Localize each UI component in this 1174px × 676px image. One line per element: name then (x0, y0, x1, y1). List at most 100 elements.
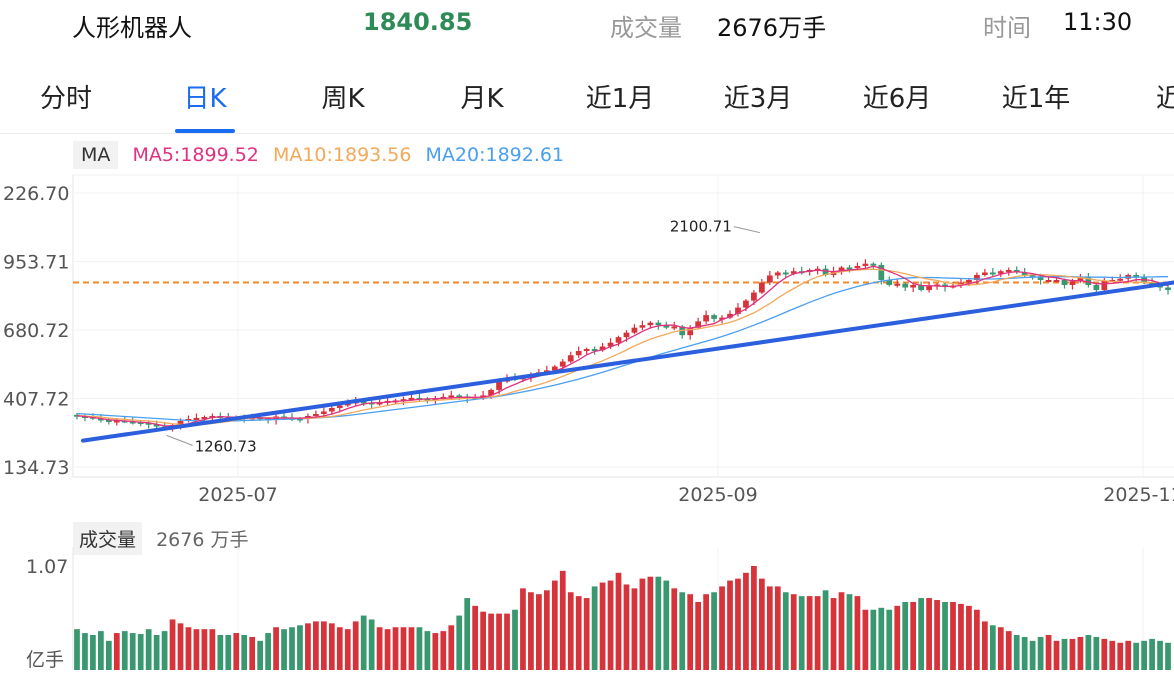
candle-up (981, 272, 988, 275)
volume-bar (233, 633, 240, 670)
volume-bar (814, 596, 821, 670)
candle-down (297, 418, 303, 421)
volume-bar (376, 627, 383, 670)
high-leader-line (733, 226, 760, 234)
volume-bar (169, 619, 176, 670)
tab-1-month[interactable]: 近1月 (585, 84, 655, 114)
volume-bar (583, 598, 590, 670)
candle-up (974, 274, 980, 280)
volume-bar (655, 576, 662, 670)
volume-bar (201, 629, 208, 670)
volume-bar (942, 601, 948, 670)
volume-bar (981, 621, 988, 670)
tabs-divider (0, 133, 1174, 134)
volume-bar (1069, 638, 1076, 670)
candle-down (1093, 285, 1100, 291)
candle-down (1165, 287, 1171, 291)
candle-up (727, 313, 733, 318)
tab-daily-k[interactable]: 日K (183, 84, 227, 114)
volume-bar (320, 621, 327, 670)
date-tick-label: 2025-11 (1103, 484, 1174, 506)
candle-up (583, 348, 590, 352)
volume-bar (536, 594, 542, 670)
volume-tag[interactable]: 成交量 (73, 522, 143, 555)
tab-3-months[interactable]: 近3月 (723, 84, 793, 114)
volume-bar (862, 609, 869, 670)
volume-bar (1149, 638, 1155, 670)
volume-bar (520, 588, 526, 670)
volume-bar (703, 594, 709, 670)
volume-bar (1029, 640, 1036, 670)
volume-bar (989, 625, 996, 670)
candle-up (193, 418, 200, 421)
candle-down (663, 325, 670, 328)
candle-up (376, 402, 383, 405)
volume-bar (305, 623, 311, 670)
ma-legend: MA MA5:1899.52 MA10:1893.56 MA20:1892.61 (73, 141, 572, 171)
volume-bar (472, 605, 479, 670)
ma10-line (76, 268, 1169, 426)
volume-label: 成交量 (610, 14, 682, 42)
period-tabs: 分时 日K 周K 月K 近1月 近3月 近6月 近1年 近3 (0, 56, 1174, 134)
volume-bar (711, 592, 717, 670)
volume-bar (854, 596, 861, 670)
candle-down (591, 348, 598, 351)
candle-up (567, 355, 574, 362)
candle-up (790, 271, 797, 274)
volume-bar (496, 613, 502, 670)
volume-bar (416, 627, 423, 670)
volume-bar (384, 629, 391, 670)
candle-up (201, 416, 208, 419)
volume-bar (368, 619, 375, 670)
ma5-value: MA5:1899.52 (132, 144, 259, 166)
candle-up (559, 361, 566, 367)
candle-up (1069, 281, 1076, 286)
volume-bar (806, 596, 813, 670)
tab-1-year[interactable]: 近1年 (1001, 84, 1071, 114)
volume-bar (1133, 642, 1140, 670)
volume-bar (105, 640, 112, 670)
tab-6-months[interactable]: 近6月 (862, 84, 932, 114)
candle-up (894, 283, 901, 286)
volume-bar (281, 629, 287, 670)
volume-bar (1109, 640, 1116, 670)
low-leader-line (166, 434, 193, 446)
ma-tag[interactable]: MA (73, 141, 119, 169)
volume-bar (838, 592, 845, 670)
tab-3-years[interactable]: 近3 (1156, 84, 1174, 114)
candle-up (862, 263, 869, 266)
tab-weekly-k[interactable]: 周K (321, 84, 365, 114)
low-label: 1260.73 (195, 437, 257, 455)
candle-down (902, 283, 909, 288)
price-tick-label: 407.72 (3, 389, 69, 411)
volume-bar (790, 594, 797, 670)
candle-down (886, 279, 893, 286)
candle-up (551, 366, 558, 371)
candle-up (854, 265, 861, 268)
tab-monthly-k[interactable]: 月K (460, 84, 504, 114)
volume-bar (121, 631, 128, 670)
candle-up (432, 398, 439, 401)
volume-bar (336, 627, 343, 670)
volume-bar (193, 629, 200, 670)
price-tick-label: 680.72 (3, 320, 69, 342)
volume-bar (902, 601, 909, 670)
tab-intraday[interactable]: 分时 (39, 84, 93, 114)
candle-up (1053, 279, 1060, 282)
current-price: 1840.85 (363, 8, 473, 36)
candle-up (966, 279, 972, 283)
candle-down (989, 272, 996, 275)
candle-up (631, 327, 638, 333)
time-label: 时间 (983, 14, 1031, 42)
volume-bar (273, 627, 279, 670)
volume-bar (647, 576, 654, 670)
time-value: 11:30 (1063, 8, 1133, 36)
volume-bar (400, 627, 407, 670)
candle-down (711, 315, 717, 319)
candle-up (575, 351, 582, 356)
date-tick-label: 2025-07 (198, 484, 277, 506)
volume-bar (559, 570, 566, 670)
volume-bar (432, 633, 439, 670)
ma20-line (76, 276, 1168, 422)
